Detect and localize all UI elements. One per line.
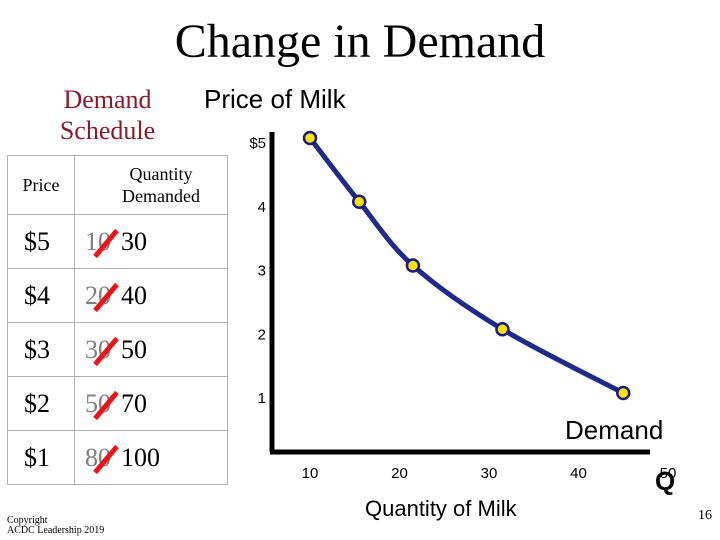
x-axis-end-label: Q [655,466,675,496]
old-quantity: 50 [85,389,119,420]
quantity-header: Quantity Demanded [74,155,228,215]
table-row: $4 20 40 [7,268,228,323]
y-tick-label: 1 [258,390,266,407]
x-tick-label: 40 [570,465,587,482]
price-header: Price [7,155,75,215]
quantity-header-line2: Demanded [122,186,200,206]
new-quantity: 70 [121,388,147,418]
x-tick-label: 10 [302,465,319,482]
quantity-cell: 80 100 [74,430,228,485]
data-point [302,130,318,146]
table-row: $2 50 70 [7,376,228,431]
table-row: $5 10 30 [7,214,228,269]
demand-curve [307,135,626,396]
quantity-cell: 20 40 [74,268,228,323]
old-quantity: 80 [85,443,119,474]
schedule-title-line1: Demand [63,85,152,114]
demand-curve-label: Demand [565,415,663,445]
slide-title: Change in Demand [174,15,546,68]
copyright-line1: Copyright [7,515,48,526]
table-row: $3 30 50 [7,322,228,377]
quantity-cell: 30 50 [74,322,228,377]
x-tick-label: 50 [660,465,677,482]
copyright-notice: Copyright ACDC Leadership 2019 [7,516,104,536]
x-tick-label: 30 [481,465,498,482]
price-cell: $2 [7,376,75,431]
schedule-title-line2: Schedule [59,116,156,145]
x-axis-title: Quantity of Milk [365,496,518,521]
y-tick-label: 2 [258,326,266,343]
price-cell: $1 [7,430,75,485]
copyright-line2: ACDC Leadership 2019 [7,525,105,536]
data-point [495,322,510,337]
data-point [351,194,367,209]
old-quantity: 30 [85,335,119,366]
new-quantity: 100 [121,442,160,472]
table-row: $1 80 100 [7,430,228,485]
price-cell: $5 [7,214,75,269]
new-quantity: 40 [121,280,147,310]
quantity-header-line1: Quantity [129,164,193,184]
new-quantity: 30 [121,226,147,256]
x-tick-label: 20 [391,465,408,482]
data-point [405,258,421,273]
chart-title: Price of Milk [204,84,347,114]
demand-schedule-table: Price Quantity Demanded $5 10 30 $4 20 40 … [7,155,228,485]
new-quantity: 50 [121,334,147,364]
price-cell: $3 [7,322,75,377]
y-tick-label: 3 [258,263,266,280]
quantity-cell: 10 30 [74,214,228,269]
old-quantity: 10 [85,227,119,258]
old-quantity: 20 [85,281,119,312]
data-point [616,385,631,401]
quantity-cell: 50 70 [74,376,228,431]
schedule-title: Demand Schedule [30,84,185,146]
y-tick-label: 4 [258,199,266,216]
y-tick-label: $5 [249,135,266,152]
table-header-row: Price Quantity Demanded [7,155,228,215]
page-number: 16 [698,508,712,523]
